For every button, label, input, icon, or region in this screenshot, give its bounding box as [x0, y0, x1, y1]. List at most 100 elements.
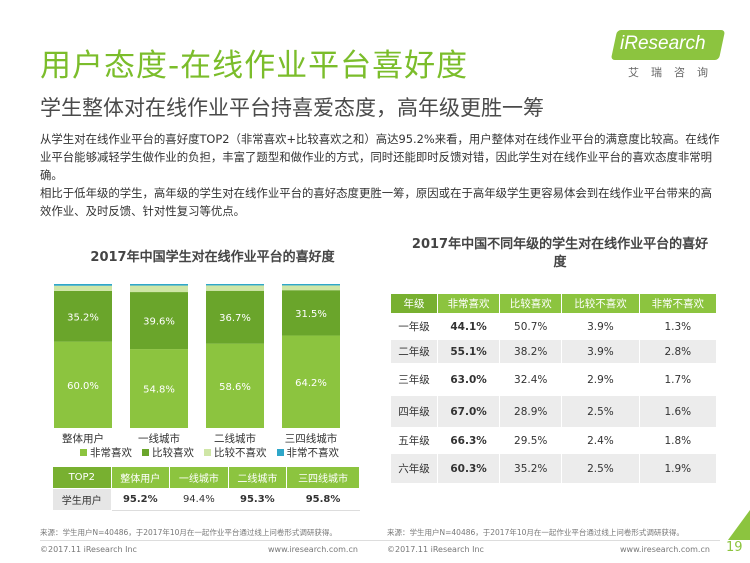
top2-value: 94.4% — [169, 488, 229, 511]
bar-chart-title: 2017年中国学生对在线作业平台的喜好度 — [90, 250, 335, 265]
page-subtitle: 学生整体对在线作业平台持喜爱态度，高年级更胜一筹 — [40, 96, 544, 120]
table-cell: 2.8% — [638, 339, 718, 364]
legend-very-like: 非常喜欢 — [80, 447, 132, 459]
grade-label: 六年级 — [390, 453, 438, 484]
table-cell: 1.9% — [638, 453, 718, 484]
table-cell: 2.9% — [561, 363, 640, 396]
bar-segment — [130, 349, 188, 428]
category-label: 三四线城市 — [285, 432, 338, 445]
top2-header: 整体用户 — [110, 466, 171, 489]
table-cell: 29.5% — [499, 427, 563, 454]
category-label: 整体用户 — [62, 432, 104, 445]
paragraph-1: 从学生对在线作业平台的喜好度TOP2（非常喜欢+比较喜欢之和）高达95.2%来看… — [40, 132, 720, 182]
top2-header: TOP2 — [52, 466, 112, 489]
table-cell: 1.7% — [638, 363, 718, 396]
grade-label: 一年级 — [390, 313, 438, 340]
bar-segment — [282, 285, 340, 291]
table-cell: 60.3% — [436, 453, 501, 484]
table-row: 一年级 44.1% 50.7% 3.9% 1.3% — [390, 313, 718, 340]
stacked-bar-chart: 60.0% 35.2% 整体用户 54.8% 39.6% 一线城市 58.6% 36.7% 二线… — [54, 284, 340, 445]
data-label: 54.8% — [143, 385, 175, 396]
grade-table: 年级 非常喜欢 比较喜欢 比较不喜欢 非常不喜欢 一年级 44.1% 50.7%… — [390, 293, 718, 484]
bar-segment — [130, 285, 188, 293]
table-cell: 32.4% — [499, 363, 563, 396]
bar-segment — [54, 341, 112, 428]
top2-table: TOP2 整体用户 一线城市 二线城市 三四线城市 学生用户 95.2% 94.… — [52, 466, 360, 511]
top2-header: 三四线城市 — [286, 466, 360, 489]
table-cell: 3.9% — [561, 313, 640, 340]
legend-like: 比较喜欢 — [142, 447, 194, 459]
grade-table-title: 2017年中国不同年级的学生对在线作业平台的喜好度 — [411, 237, 709, 270]
top2-value: 95.2% — [110, 488, 171, 511]
grade-col-header: 比较喜欢 — [499, 293, 563, 314]
table-cell: 28.9% — [499, 395, 563, 428]
bar-segment — [206, 285, 264, 291]
grade-label: 二年级 — [390, 339, 438, 364]
legend: 非常喜欢 比较喜欢 比较不喜欢 非常不喜欢 — [80, 445, 339, 460]
grade-label: 四年级 — [390, 395, 438, 428]
data-label: 35.2% — [67, 312, 99, 323]
data-label: 39.6% — [143, 317, 175, 328]
data-label: 60.0% — [67, 381, 99, 392]
table-cell: 63.0% — [436, 363, 501, 396]
top2-value: 95.8% — [286, 488, 360, 511]
table-row: 六年级 60.3% 35.2% 2.5% 1.9% — [390, 453, 718, 484]
bar-segment — [206, 343, 264, 428]
table-row: 三年级 63.0% 32.4% 2.9% 1.7% — [390, 363, 718, 396]
table-cell: 50.7% — [499, 313, 563, 340]
data-label: 64.2% — [295, 378, 327, 389]
grade-label: 三年级 — [390, 363, 438, 396]
top2-row-label: 学生用户 — [52, 488, 112, 511]
bar-segment — [130, 292, 188, 350]
page-number: 19 — [726, 540, 743, 555]
table-row: 四年级 67.0% 28.9% 2.5% 1.6% — [390, 395, 718, 428]
table-cell: 1.3% — [638, 313, 718, 340]
table-cell: 1.6% — [638, 395, 718, 428]
footer-copyright-left: ©2017.11 iResearch Inc — [40, 545, 137, 554]
table-cell: 3.9% — [561, 339, 640, 364]
category-label: 一线城市 — [138, 432, 180, 445]
grade-label: 五年级 — [390, 427, 438, 454]
corner-decoration — [728, 510, 750, 540]
table-cell: 66.3% — [436, 427, 501, 454]
paragraph-2: 相比于低年级的学生，高年级的学生对在线作业平台的喜好态度更胜一筹，原因或在于高年… — [40, 186, 713, 218]
bar-segment — [282, 284, 340, 286]
grade-col-header: 非常不喜欢 — [638, 293, 718, 314]
top2-header: 二线城市 — [227, 466, 288, 489]
data-label: 58.6% — [219, 382, 251, 393]
bar-segment — [206, 284, 264, 286]
bar-segment — [54, 284, 112, 286]
table-cell: 2.5% — [561, 395, 640, 428]
grade-col-header: 非常喜欢 — [436, 293, 501, 314]
bar-segment — [130, 284, 188, 286]
table-cell: 2.5% — [561, 453, 640, 484]
table-cell: 67.0% — [436, 395, 501, 428]
source-note-left: 来源：学生用户N=40486，于2017年10月在一起作业平台通过线上问卷形式调… — [40, 528, 337, 537]
logo-cn: 艾瑞咨询 — [628, 66, 720, 79]
bar-segment — [282, 335, 340, 428]
top2-header: 一线城市 — [169, 466, 229, 489]
grade-col-header: 年级 — [390, 293, 438, 314]
legend-very-dislike: 非常不喜欢 — [276, 447, 339, 459]
category-label: 二线城市 — [214, 432, 256, 445]
grade-col-header: 比较不喜欢 — [561, 293, 640, 314]
table-row: 五年级 66.3% 29.5% 2.4% 1.8% — [390, 427, 718, 454]
table-cell: 35.2% — [499, 453, 563, 484]
footer-divider — [40, 540, 720, 541]
table-cell: 44.1% — [436, 313, 501, 340]
source-note-right: 来源：学生用户N=40486，于2017年10月在一起作业平台通过线上问卷形式调… — [387, 528, 684, 537]
table-cell: 1.8% — [638, 427, 718, 454]
footer-url-right: www.iresearch.com.cn — [620, 545, 710, 554]
table-cell: 38.2% — [499, 339, 563, 364]
footer-url-left: www.iresearch.com.cn — [268, 545, 358, 554]
legend-dislike: 比较不喜欢 — [204, 447, 267, 459]
bar-segment — [54, 290, 112, 342]
footer-copyright-right: ©2017.11 iResearch Inc — [387, 545, 484, 554]
top2-value: 95.3% — [227, 488, 288, 511]
bar-segment — [206, 290, 264, 344]
data-label: 31.5% — [295, 309, 327, 320]
iresearch-logo: iResearch 艾瑞咨询 — [610, 30, 730, 90]
table-row: 二年级 55.1% 38.2% 3.9% 2.8% — [390, 339, 718, 364]
data-label: 36.7% — [219, 313, 251, 324]
logo-brand: iResearch — [620, 33, 706, 54]
